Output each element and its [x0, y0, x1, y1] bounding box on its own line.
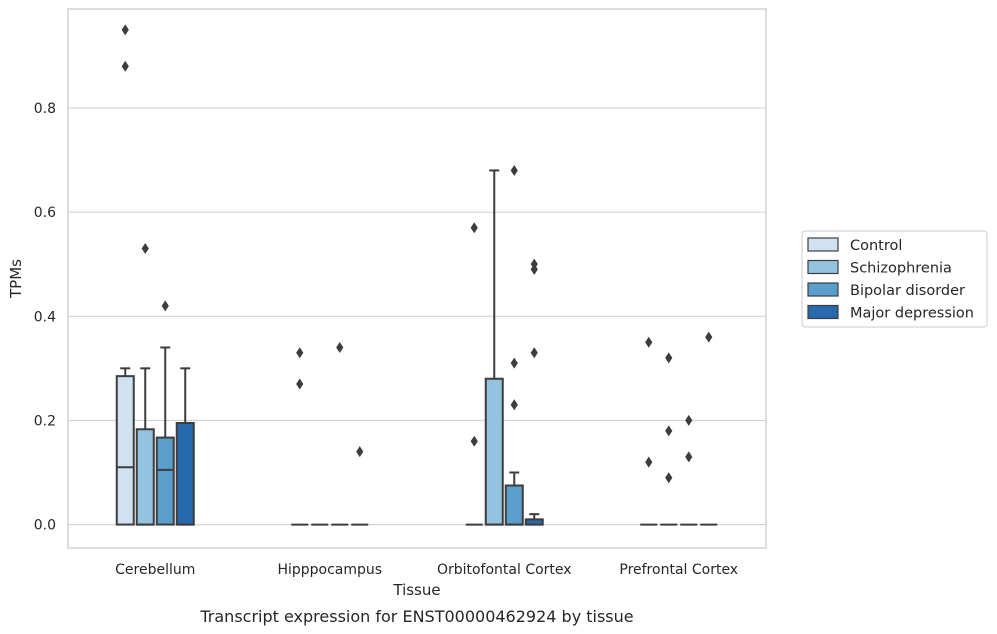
outlier-point — [665, 425, 673, 437]
x-tick-label: Orbitofontal Cortex — [437, 562, 572, 578]
axes: 0.0 0.2 0.4 0.6 0.8 Cerebellum Hipppocampus Orb… — [34, 8, 767, 578]
outlier-point — [645, 336, 653, 348]
box-major-depression — [700, 331, 718, 526]
outlier-point — [161, 300, 169, 312]
outlier-point — [685, 414, 693, 426]
box-schizophrenia — [484, 169, 504, 526]
box-control — [291, 347, 309, 526]
box-control — [465, 222, 483, 526]
x-tick-label: Hipppocampus — [277, 562, 382, 578]
outlier-point — [296, 378, 304, 390]
outlier-point — [141, 243, 149, 255]
box-body — [115, 375, 135, 526]
legend-label: Schizophrenia — [850, 261, 952, 277]
outlier-point — [121, 60, 129, 72]
plot-frame — [67, 8, 767, 549]
y-tick-label: 0.4 — [34, 309, 56, 325]
box-body — [155, 436, 175, 526]
box-bipolar-disorder — [331, 342, 349, 526]
box-body — [135, 428, 155, 526]
box-bipolar-disorder — [155, 300, 175, 526]
y-axis-label: TPMs — [7, 259, 25, 299]
outlier-point — [530, 347, 538, 359]
box-control — [640, 336, 658, 526]
box-major-depression — [175, 367, 195, 526]
y-tick-label: 0.6 — [34, 205, 56, 221]
x-tick-label: Prefrontal Cortex — [619, 562, 738, 578]
outlier-point — [296, 347, 304, 359]
outlier-point — [665, 472, 673, 484]
box-schizophrenia — [660, 352, 678, 526]
outlier-point — [470, 222, 478, 234]
outlier-point — [336, 342, 344, 354]
outlier-point — [510, 164, 518, 176]
outlier-point — [705, 331, 713, 343]
y-tick-label: 0.2 — [34, 413, 56, 429]
plot-boxes — [115, 24, 718, 526]
box-major-depression — [351, 446, 369, 526]
legend-swatch — [807, 282, 839, 297]
outlier-point — [665, 352, 673, 364]
legend-label: Major depression — [850, 306, 974, 322]
outlier-point — [530, 258, 538, 270]
y-tick-label: 0.8 — [34, 101, 56, 117]
box-major-depression — [524, 258, 544, 526]
legend-swatch — [807, 259, 839, 275]
outlier-point — [510, 399, 518, 411]
box-control — [115, 24, 135, 526]
outlier-point — [645, 456, 653, 468]
outlier-point — [470, 435, 478, 447]
legend: Control Schizophrenia Bipolar disorder Majo… — [801, 230, 988, 328]
outlier-point — [510, 357, 518, 369]
box-bipolar-disorder — [504, 164, 524, 526]
x-axis-label: Tissue — [392, 581, 440, 599]
x-tick-label: Cerebellum — [115, 562, 195, 578]
box-body — [504, 484, 524, 526]
legend-label: Bipolar disorder — [850, 283, 965, 299]
outlier-point — [356, 446, 364, 458]
legend-label: Control — [850, 238, 902, 254]
chart-caption: Transcript expression for ENST0000046292… — [199, 607, 633, 626]
outlier-point — [685, 451, 693, 463]
box-body — [175, 422, 195, 526]
legend-frame — [801, 230, 988, 328]
box-body — [484, 377, 504, 526]
box-bipolar-disorder — [680, 414, 698, 526]
legend-swatch — [807, 237, 839, 252]
y-tick-label: 0.0 — [34, 518, 56, 534]
outlier-point — [121, 24, 129, 36]
legend-swatch — [807, 304, 839, 320]
box-schizophrenia — [135, 243, 155, 526]
